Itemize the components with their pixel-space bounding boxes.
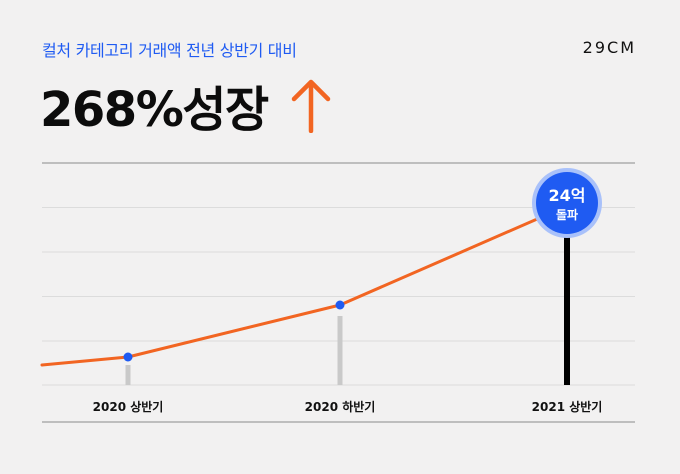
data-point-1 bbox=[123, 352, 133, 362]
x-tick-label: 2020 하반기 bbox=[305, 399, 376, 414]
data-point-2 bbox=[335, 300, 345, 310]
headline: 268%성장 bbox=[40, 70, 334, 140]
brand-logo: 29CM bbox=[582, 38, 636, 57]
x-tick-label: 2021 상반기 bbox=[532, 399, 603, 414]
annotation-value: 24억 bbox=[549, 186, 586, 205]
annotation-bubble bbox=[536, 172, 598, 234]
subtitle: 컬처 카테고리 거래액 전년 상반기 대비 bbox=[42, 41, 297, 60]
series-line bbox=[40, 204, 569, 367]
x-tick-label: 2020 상반기 bbox=[93, 399, 164, 414]
bar-3 bbox=[564, 228, 570, 385]
bar-2 bbox=[337, 316, 343, 385]
headline-text: 268%성장 bbox=[40, 82, 269, 138]
bar-1 bbox=[125, 365, 131, 385]
annotation-label: 돌파 bbox=[556, 207, 578, 222]
arrow-up-icon bbox=[291, 79, 330, 133]
